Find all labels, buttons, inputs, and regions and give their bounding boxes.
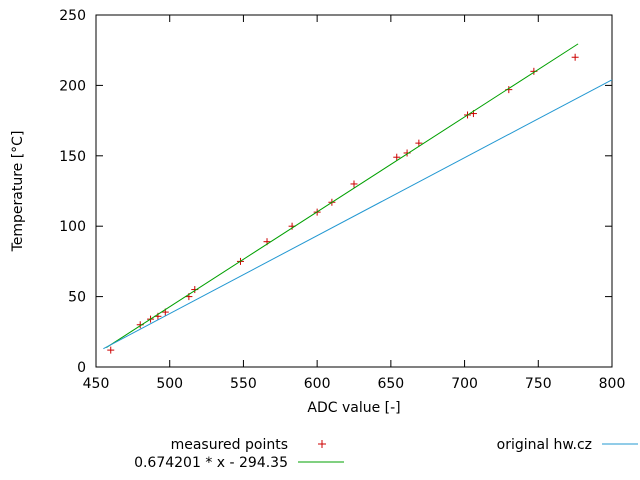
x-axis-label: ADC value [-] (307, 400, 400, 416)
legend-marker-plus-icon (318, 440, 326, 448)
x-tick-label: 800 (599, 376, 626, 392)
x-tick-label: 600 (304, 376, 331, 392)
y-tick-label: 200 (59, 78, 86, 94)
y-tick-label: 100 (59, 219, 86, 235)
y-tick-label: 50 (68, 290, 86, 306)
y-tick-label: 0 (77, 360, 86, 376)
series-line (106, 43, 579, 348)
x-tick-label: 650 (377, 376, 404, 392)
y-axis-label: Temperature [°C] (10, 131, 26, 253)
plot-border (95, 14, 613, 368)
series-line (103, 79, 613, 350)
legend-label-measured-points: measured points (171, 437, 288, 453)
x-tick-label: 750 (525, 376, 552, 392)
y-tick-label: 250 (59, 8, 86, 24)
x-tick-label: 500 (156, 376, 183, 392)
y-tick-label: 150 (59, 149, 86, 165)
legend: measured points original hw.cz 0.674201 … (134, 437, 638, 471)
x-tick-label: 550 (230, 376, 257, 392)
legend-label-original-hwcz: original hw.cz (497, 437, 592, 453)
x-tick-label: 450 (83, 376, 110, 392)
x-tick-label: 700 (451, 376, 478, 392)
plot-content: 450 500 550 600 650 700 750 800 0 50 100 150 200 250 (59, 8, 625, 392)
legend-label-fit-line: 0.674201 * x - 294.35 (134, 455, 288, 471)
